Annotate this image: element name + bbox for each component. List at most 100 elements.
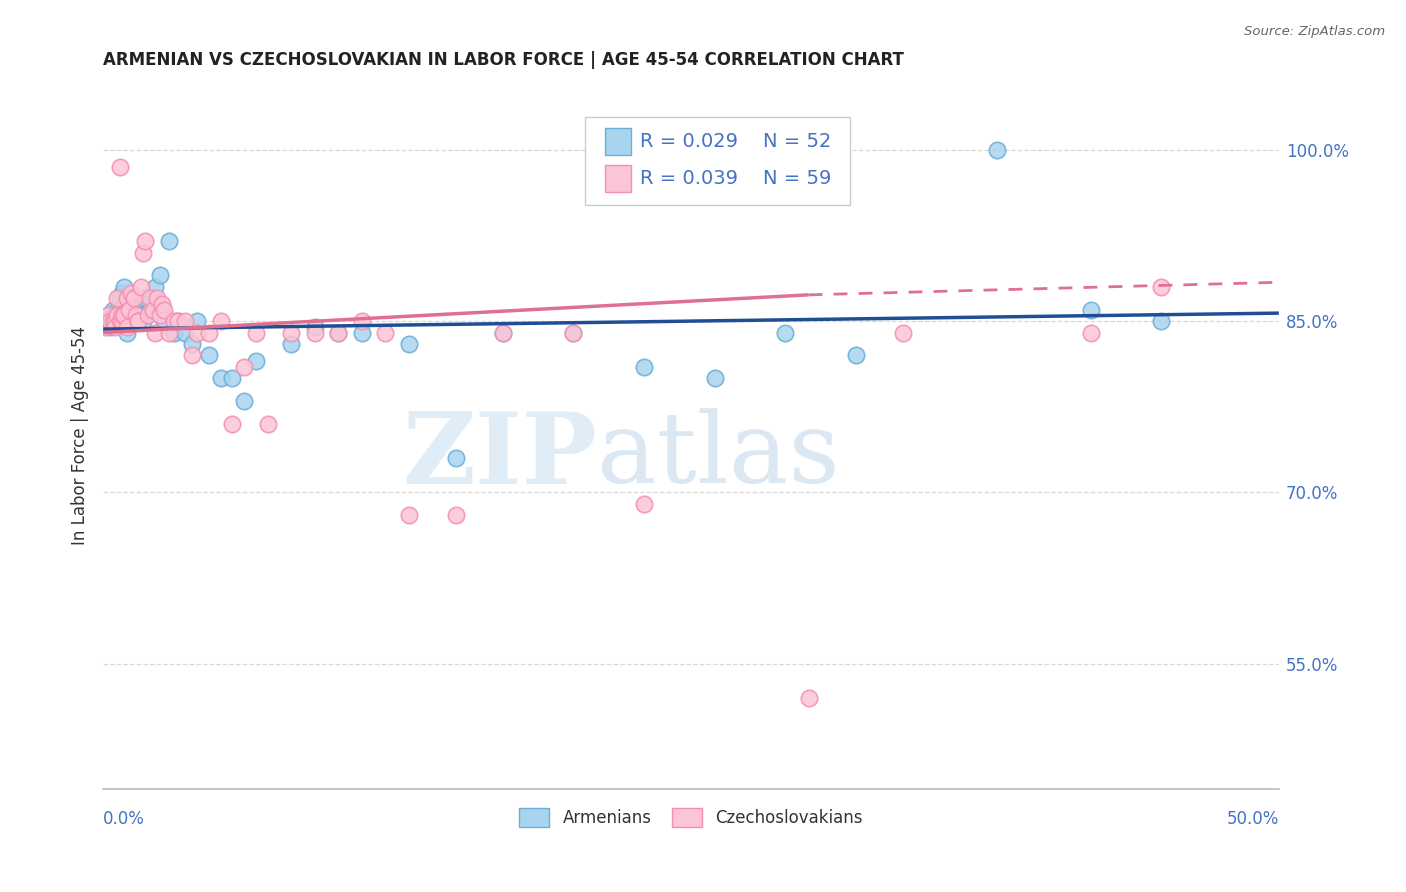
Point <box>245 326 267 340</box>
Point <box>127 302 149 317</box>
Point <box>108 291 131 305</box>
Point <box>120 291 142 305</box>
Point <box>94 319 117 334</box>
Point <box>112 309 135 323</box>
Point <box>141 291 163 305</box>
Point <box>221 371 243 385</box>
Point <box>350 326 373 340</box>
Point <box>891 326 914 340</box>
Point <box>209 371 232 385</box>
Point <box>163 326 186 340</box>
Point <box>245 354 267 368</box>
Point <box>132 314 155 328</box>
Point <box>97 309 120 323</box>
Point <box>104 319 127 334</box>
Point <box>148 309 170 323</box>
Point <box>167 314 190 328</box>
Point <box>845 348 868 362</box>
Point <box>105 309 128 323</box>
Point <box>112 280 135 294</box>
Point <box>115 291 138 305</box>
Point <box>115 326 138 340</box>
Point <box>398 337 420 351</box>
Point <box>146 291 169 305</box>
Point <box>97 314 120 328</box>
Point <box>304 326 326 340</box>
Point <box>153 302 176 317</box>
Point <box>181 337 204 351</box>
Point <box>139 302 162 317</box>
Point <box>150 302 173 317</box>
Point <box>115 314 138 328</box>
FancyBboxPatch shape <box>605 165 631 192</box>
Point <box>127 314 149 328</box>
Point <box>108 160 131 174</box>
Point <box>398 508 420 523</box>
Point <box>125 309 148 323</box>
Point <box>444 451 467 466</box>
Point <box>105 291 128 305</box>
Point <box>280 337 302 351</box>
Point <box>129 309 152 323</box>
Point <box>94 314 117 328</box>
Point <box>141 302 163 317</box>
Point <box>703 371 725 385</box>
Point <box>132 245 155 260</box>
Point <box>773 326 796 340</box>
Point <box>134 234 156 248</box>
Point <box>120 285 142 300</box>
Point <box>1150 280 1173 294</box>
Point <box>118 302 141 317</box>
Point <box>562 326 585 340</box>
Point <box>221 417 243 431</box>
Point <box>1080 302 1102 317</box>
Point <box>125 314 148 328</box>
Point <box>101 314 124 328</box>
Text: atlas: atlas <box>598 409 839 504</box>
Point <box>328 326 350 340</box>
Point <box>115 319 138 334</box>
Point <box>280 326 302 340</box>
Point <box>157 326 180 340</box>
Point <box>150 297 173 311</box>
Point <box>174 314 197 328</box>
Point <box>104 309 127 323</box>
Point <box>143 326 166 340</box>
Text: Source: ZipAtlas.com: Source: ZipAtlas.com <box>1244 25 1385 38</box>
Text: 50.0%: 50.0% <box>1226 811 1279 829</box>
Point <box>98 319 121 334</box>
Point <box>105 302 128 317</box>
Point <box>122 291 145 305</box>
Point <box>167 314 190 328</box>
Point <box>108 302 131 317</box>
Point <box>198 326 221 340</box>
Point <box>797 690 820 705</box>
Point <box>111 309 134 323</box>
FancyBboxPatch shape <box>605 128 631 155</box>
Point <box>1080 326 1102 340</box>
Y-axis label: In Labor Force | Age 45-54: In Labor Force | Age 45-54 <box>72 326 89 545</box>
Point <box>703 143 725 157</box>
Point <box>108 314 131 328</box>
FancyBboxPatch shape <box>585 117 849 205</box>
Point <box>209 314 232 328</box>
Point <box>633 497 655 511</box>
Point <box>256 417 278 431</box>
Point <box>328 326 350 340</box>
Point <box>492 326 515 340</box>
Legend: Armenians, Czechoslovakians: Armenians, Czechoslovakians <box>513 801 869 834</box>
Point <box>104 314 127 328</box>
Point <box>157 234 180 248</box>
Point <box>163 314 186 328</box>
Point <box>492 326 515 340</box>
Point <box>233 394 256 409</box>
Point <box>111 314 134 328</box>
Point <box>181 348 204 362</box>
Point <box>350 314 373 328</box>
Point <box>136 309 159 323</box>
Point <box>444 508 467 523</box>
Point <box>233 359 256 374</box>
Point <box>129 280 152 294</box>
Point <box>101 302 124 317</box>
Text: ZIP: ZIP <box>402 408 598 505</box>
